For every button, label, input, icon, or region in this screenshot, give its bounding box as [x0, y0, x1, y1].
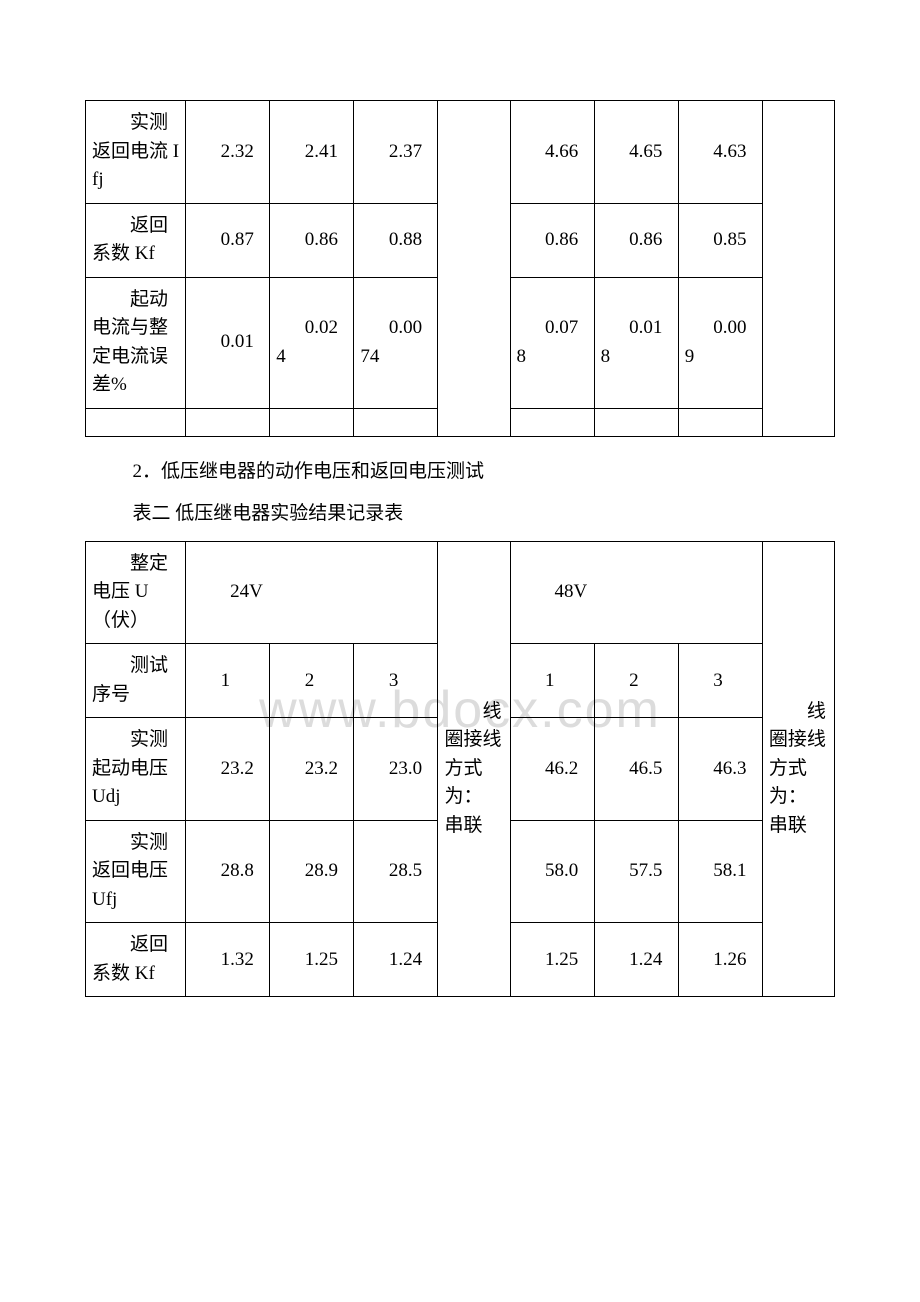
- coil-connection-a: 线圈接线方式为： 串联: [438, 541, 510, 997]
- cell-value: 23.2: [186, 718, 270, 821]
- row-label: 实测返回电压 Ufj: [86, 820, 186, 923]
- cell-value: 0.85: [678, 203, 762, 277]
- cell-value: 0.86: [594, 203, 678, 277]
- cell-value: 1.25: [270, 923, 354, 997]
- cell-value: 46.5: [594, 718, 678, 821]
- cell-value: 46.3: [678, 718, 762, 821]
- cell-value: 0.86: [510, 203, 594, 277]
- cell-value: 2: [270, 644, 354, 718]
- table-current-relay: 实测返回电流 Ifj 2.32 2.41 2.37 4.66 4.65 4.63…: [85, 100, 835, 437]
- cell-value: 28.8: [186, 820, 270, 923]
- paragraph-table-caption: 表二 低压继电器实验结果记录表: [85, 497, 835, 531]
- row-label: 返回系数 Kf: [86, 203, 186, 277]
- cell-value: 1.25: [510, 923, 594, 997]
- cell-value: 0.86: [270, 203, 354, 277]
- cell-value: 0.01: [186, 277, 270, 408]
- header-set-a: 24V: [186, 541, 438, 644]
- empty-cell: [594, 408, 678, 436]
- cell-value: 58.0: [510, 820, 594, 923]
- cell-value: 0.078: [510, 277, 594, 408]
- row-label: 返回系数 Kf: [86, 923, 186, 997]
- cell-value: 0.009: [678, 277, 762, 408]
- cell-value: 3: [354, 644, 438, 718]
- row-label: 起动电流与整定电流误差%: [86, 277, 186, 408]
- empty-cell: [678, 408, 762, 436]
- cell-value: 4.66: [510, 101, 594, 204]
- cell-value: 4.65: [594, 101, 678, 204]
- cell-value: 2: [594, 644, 678, 718]
- cell-value: 1: [510, 644, 594, 718]
- row-label: 实测返回电流 Ifj: [86, 101, 186, 204]
- cell-value: 28.5: [354, 820, 438, 923]
- cell-value: 3: [678, 644, 762, 718]
- cell-value: 0.0074: [354, 277, 438, 408]
- table-header-row: 整定电压 U（伏） 24V 线圈接线方式为： 串联 48V 线圈接线方式为： 串…: [86, 541, 835, 644]
- cell-value: 1.26: [678, 923, 762, 997]
- cell-value: 23.2: [270, 718, 354, 821]
- merged-end-cell: [762, 101, 834, 437]
- cell-value: 2.32: [186, 101, 270, 204]
- cell-value: 0.024: [270, 277, 354, 408]
- empty-cell: [510, 408, 594, 436]
- cell-value: 28.9: [270, 820, 354, 923]
- cell-value: 4.63: [678, 101, 762, 204]
- merged-mid-cell: [438, 101, 510, 437]
- cell-value: 1: [186, 644, 270, 718]
- cell-value: 1.32: [186, 923, 270, 997]
- empty-cell: [86, 408, 186, 436]
- cell-value: 58.1: [678, 820, 762, 923]
- cell-value: 1.24: [354, 923, 438, 997]
- header-label: 整定电压 U（伏）: [86, 541, 186, 644]
- cell-value: 46.2: [510, 718, 594, 821]
- empty-cell: [270, 408, 354, 436]
- coil-connection-b: 线圈接线方式为： 串联: [762, 541, 834, 997]
- row-label: 实测起动电压 Udj: [86, 718, 186, 821]
- header-set-b: 48V: [510, 541, 762, 644]
- cell-value: 0.88: [354, 203, 438, 277]
- table-row: 实测返回电流 Ifj 2.32 2.41 2.37 4.66 4.65 4.63: [86, 101, 835, 204]
- cell-value: 2.41: [270, 101, 354, 204]
- row-label: 测试序号: [86, 644, 186, 718]
- cell-value: 57.5: [594, 820, 678, 923]
- empty-cell: [354, 408, 438, 436]
- cell-value: 23.0: [354, 718, 438, 821]
- cell-value: 0.018: [594, 277, 678, 408]
- table-voltage-relay: 整定电压 U（伏） 24V 线圈接线方式为： 串联 48V 线圈接线方式为： 串…: [85, 541, 835, 998]
- cell-value: 0.87: [186, 203, 270, 277]
- cell-value: 2.37: [354, 101, 438, 204]
- cell-value: 1.24: [594, 923, 678, 997]
- paragraph-subtitle: 2．低压继电器的动作电压和返回电压测试: [85, 455, 835, 489]
- empty-cell: [186, 408, 270, 436]
